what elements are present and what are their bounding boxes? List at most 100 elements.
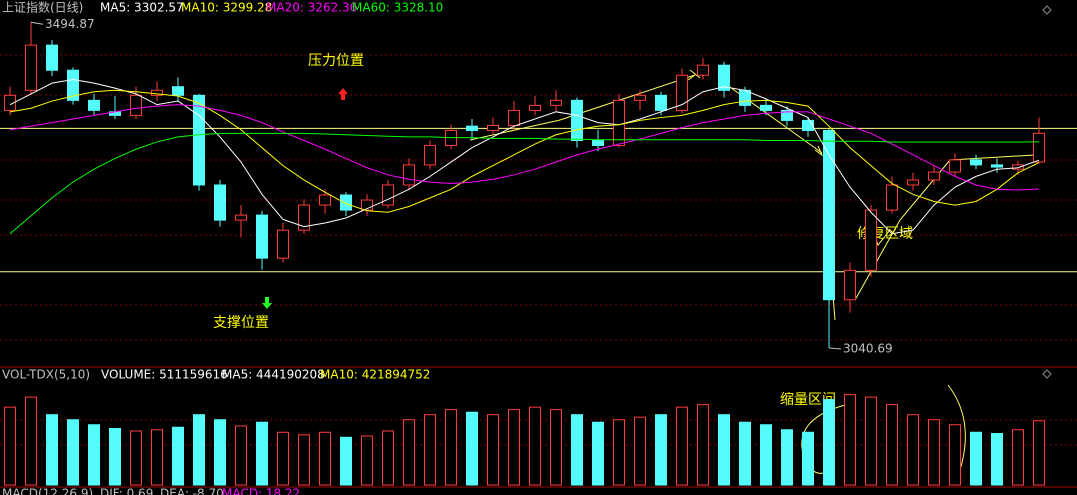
candle-body (592, 140, 604, 147)
candle-body (424, 145, 436, 166)
volume-bar (550, 409, 562, 486)
candle-body (991, 164, 1003, 168)
candle-body (970, 159, 982, 166)
candle-body (613, 99, 625, 147)
candle-body (571, 99, 583, 142)
volume-bar (151, 429, 163, 486)
candle-body (886, 184, 898, 211)
candle-body (550, 99, 562, 106)
volume-bar (781, 429, 793, 486)
volume-bar (1012, 429, 1024, 486)
macd-header: MACD: 18.22 (222, 487, 300, 495)
volume-bar (718, 414, 730, 486)
candle-body (46, 44, 58, 71)
volume-bar (445, 409, 457, 486)
volume-bar (88, 424, 100, 486)
volume-bar (298, 434, 310, 486)
volume-bar (844, 394, 856, 486)
volume-bar (865, 396, 877, 486)
candle-body (403, 164, 415, 186)
volume-bar (361, 435, 373, 486)
volume-bar (634, 416, 646, 486)
volume-bar (235, 425, 247, 486)
volume-bar (67, 419, 79, 486)
volume-bar (697, 404, 709, 486)
volume-bar (172, 426, 184, 486)
candle-body (1012, 164, 1024, 170)
chart-title: 上证指数(日线) (2, 0, 83, 15)
volume-header: VOL-TDX(5,10) (2, 368, 90, 382)
candle-body (634, 94, 646, 101)
candle-body (865, 209, 877, 271)
volume-bar (424, 414, 436, 486)
candle-body (844, 269, 856, 301)
candle-body (907, 179, 919, 186)
candle-body (718, 64, 730, 91)
volume-bar (487, 414, 499, 486)
candle-body (67, 69, 79, 101)
macd-header: DIF: 0.69 (100, 487, 153, 495)
volume-bar (4, 406, 16, 486)
candle-body (487, 124, 499, 131)
volume-bar (928, 419, 940, 486)
volume-bar (46, 414, 58, 486)
candle-body (781, 109, 793, 121)
volume-bar (109, 428, 121, 486)
macd-header: DEA: -8.70 (160, 487, 224, 495)
ma-line (9, 132, 1040, 235)
candle-body (277, 229, 289, 259)
candle-body (466, 125, 478, 131)
volume-bar (823, 399, 835, 486)
candle-body (214, 184, 226, 221)
volume-bar (907, 414, 919, 486)
legend-entry: MA5: 3302.57 (100, 1, 184, 15)
candle-body (655, 94, 667, 111)
candle-body (361, 199, 373, 211)
volume-bar (25, 396, 37, 486)
volume-bar (949, 424, 961, 486)
ma-line (9, 104, 1040, 191)
candle-body (151, 89, 163, 96)
volume-header: MA5: 444190208 (222, 368, 325, 382)
volume-bar (886, 404, 898, 486)
low-label: 3040.69 (843, 342, 893, 356)
candle-body (823, 129, 835, 301)
legend-entry: MA10: 3299.28 (181, 1, 272, 15)
volume-bar (193, 414, 205, 486)
candle-body (508, 109, 520, 126)
candle-body (760, 104, 772, 111)
candle-body (529, 104, 541, 111)
candle-body (193, 94, 205, 186)
volume-bar (613, 419, 625, 486)
candle-body (928, 171, 940, 181)
candle-body (676, 74, 688, 111)
volume-bar (508, 409, 520, 486)
volume-bar (277, 431, 289, 486)
candle-body (25, 44, 37, 91)
volume-bar (676, 406, 688, 486)
annotation: 压力位置 (308, 53, 364, 69)
macd-header: MACD(12,26,9) (2, 487, 93, 495)
high-pointer (30, 21, 44, 25)
volume-bar (340, 436, 352, 486)
panel-icon[interactable] (1042, 5, 1052, 379)
candle-body (739, 89, 751, 106)
high-label: 3494.87 (45, 17, 95, 31)
annotation: 支撑位置 (213, 315, 269, 331)
volume-bar (256, 421, 268, 486)
candle-body (298, 204, 310, 231)
volume-bar (319, 431, 331, 486)
volume-bar (760, 424, 772, 486)
candle-body (319, 194, 331, 206)
volume-bar (130, 430, 142, 486)
volume-bar (991, 433, 1003, 486)
volume-bar (529, 406, 541, 486)
candle-body (235, 214, 247, 221)
candle-body (4, 94, 16, 111)
volume-bar (571, 414, 583, 486)
ma-line (9, 79, 1040, 235)
volume-header: MA10: 421894752 (320, 368, 430, 382)
candle-body (697, 64, 709, 76)
volume-bar (970, 431, 982, 486)
volume-bar (802, 431, 814, 486)
